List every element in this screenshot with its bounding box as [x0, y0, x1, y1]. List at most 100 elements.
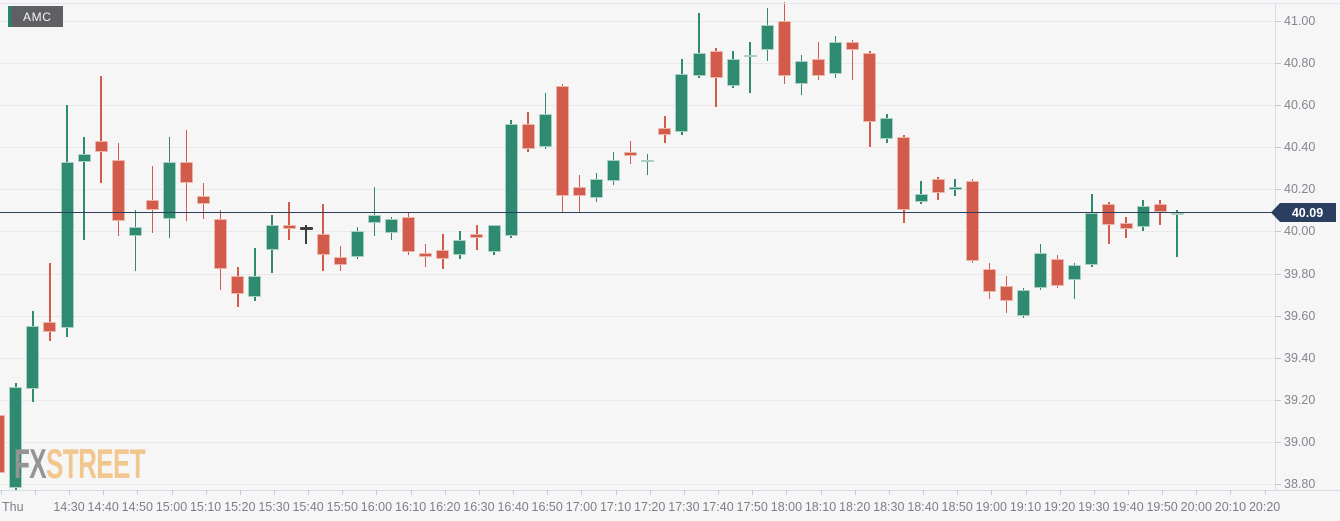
x-axis-tick — [69, 490, 70, 495]
candle-17:35[interactable] — [692, 52, 706, 76]
candle-19:40[interactable] — [1119, 223, 1133, 230]
x-axis-label: 17:30 — [668, 500, 700, 514]
candle-18:40[interactable] — [914, 193, 928, 202]
candle-19:05[interactable] — [999, 286, 1013, 301]
y-axis-label: 40.60 — [1284, 98, 1316, 113]
candle-16:35[interactable] — [487, 225, 501, 253]
x-axis-tick — [1196, 490, 1198, 495]
y-axis-label: 39.00 — [1284, 434, 1316, 449]
candle-15:55[interactable] — [350, 231, 364, 257]
y-axis-label: 41.00 — [1284, 14, 1316, 28]
candle-19:20[interactable] — [1051, 258, 1065, 287]
x-axis-label: 17:50 — [736, 500, 768, 514]
gridline — [0, 357, 1275, 359]
x-axis-tick — [1093, 490, 1095, 495]
candle-16:20[interactable] — [436, 250, 450, 259]
x-axis-label: 15:00 — [155, 500, 188, 514]
x-axis-tick — [478, 490, 480, 495]
x-axis-label: 16:20 — [429, 500, 461, 514]
candle-14:30[interactable] — [60, 162, 74, 329]
candle-17:20[interactable] — [641, 159, 655, 163]
candle-18:30[interactable] — [880, 117, 894, 139]
candle-15:10[interactable] — [197, 195, 211, 205]
y-axis-label: 40.40 — [1284, 140, 1316, 155]
candle-14:20[interactable] — [26, 326, 40, 390]
candle-16:45[interactable] — [521, 124, 535, 150]
x-axis-tick — [1162, 490, 1164, 495]
candle-14:50[interactable] — [128, 227, 142, 236]
candle-19:30[interactable] — [1085, 212, 1099, 266]
candle-17:45[interactable] — [726, 58, 740, 87]
candle-16:30[interactable] — [470, 233, 484, 238]
candle-18:00[interactable] — [777, 21, 791, 76]
candle-16:05[interactable] — [385, 218, 398, 234]
x-axis-tick — [1230, 490, 1232, 495]
candle-15:05[interactable] — [180, 162, 194, 183]
candle-16:25[interactable] — [453, 239, 467, 255]
candle-18:25[interactable] — [863, 52, 877, 122]
candle-17:10[interactable] — [607, 159, 621, 181]
candle-18:50[interactable] — [948, 187, 962, 190]
candle-18:55[interactable] — [965, 180, 979, 261]
candle-17:05[interactable] — [590, 178, 603, 198]
candle-15:50[interactable] — [333, 256, 347, 266]
candle-14:40[interactable] — [94, 141, 108, 152]
candle-14:15[interactable] — [9, 387, 23, 489]
y-axis-label: 40.00 — [1284, 224, 1316, 239]
candle-19:35[interactable] — [1102, 204, 1116, 226]
x-axis-label: 16:50 — [531, 500, 563, 514]
candle-19:15[interactable] — [1034, 252, 1048, 289]
y-axis-label: 39.60 — [1284, 308, 1316, 323]
candle-18:35[interactable] — [897, 136, 911, 211]
candle-15:40[interactable] — [299, 227, 313, 230]
candle-18:15[interactable] — [829, 42, 843, 74]
candle-15:30[interactable] — [265, 225, 279, 251]
candle-18:10[interactable] — [812, 58, 825, 76]
x-axis-label: 16:00 — [360, 500, 393, 514]
candle-14:45[interactable] — [111, 159, 125, 221]
candle-18:05[interactable] — [795, 61, 808, 85]
gridline — [0, 273, 1275, 275]
y-axis-tick — [1275, 147, 1281, 149]
candle-14:55[interactable] — [145, 199, 159, 211]
current-price-value: 40.09 — [1291, 205, 1324, 220]
candle-17:00[interactable] — [572, 187, 586, 196]
candle-18:20[interactable] — [846, 42, 860, 51]
candle-17:15[interactable] — [624, 151, 638, 156]
candle-19:45[interactable] — [1136, 206, 1150, 228]
candle-16:50[interactable] — [538, 113, 552, 148]
candle-17:25[interactable] — [658, 128, 672, 135]
x-axis-tick — [854, 490, 856, 495]
candle-15:45[interactable] — [316, 233, 330, 255]
candle-16:40[interactable] — [504, 124, 518, 236]
candle-17:50[interactable] — [743, 54, 757, 58]
candle-16:00[interactable] — [368, 214, 381, 223]
candle-15:35[interactable] — [282, 225, 296, 230]
y-axis-tick — [1275, 441, 1281, 443]
candle-19:25[interactable] — [1068, 265, 1082, 280]
candle-19:00[interactable] — [982, 269, 996, 293]
candle-14:25[interactable] — [43, 321, 57, 333]
candle-14:35[interactable] — [77, 153, 91, 162]
candle-17:30[interactable] — [675, 73, 689, 133]
y-axis-tick — [1275, 273, 1281, 275]
candle-19:10[interactable] — [1017, 290, 1030, 316]
gridline — [0, 315, 1275, 317]
candle-15:25[interactable] — [248, 275, 262, 297]
chart-plot-area[interactable]: FXSTREET — [0, 0, 1340, 490]
candle-18:45[interactable] — [931, 178, 945, 194]
x-axis-label: 17:40 — [702, 500, 734, 514]
candle-14:10[interactable] — [0, 414, 6, 474]
candle-17:40[interactable] — [709, 50, 723, 78]
candle-17:55[interactable] — [760, 25, 774, 51]
x-axis-tick — [991, 490, 993, 495]
candle-16:55[interactable] — [555, 86, 569, 196]
chart-top-border — [0, 3, 1340, 4]
candle-16:15[interactable] — [419, 252, 433, 257]
ticker-badge[interactable]: AMC — [8, 6, 64, 27]
candle-15:00[interactable] — [163, 162, 176, 219]
candle-16:10[interactable] — [402, 216, 416, 253]
candle-15:20[interactable] — [231, 275, 245, 295]
x-axis-tick — [171, 490, 173, 495]
candle-15:15[interactable] — [214, 218, 228, 270]
